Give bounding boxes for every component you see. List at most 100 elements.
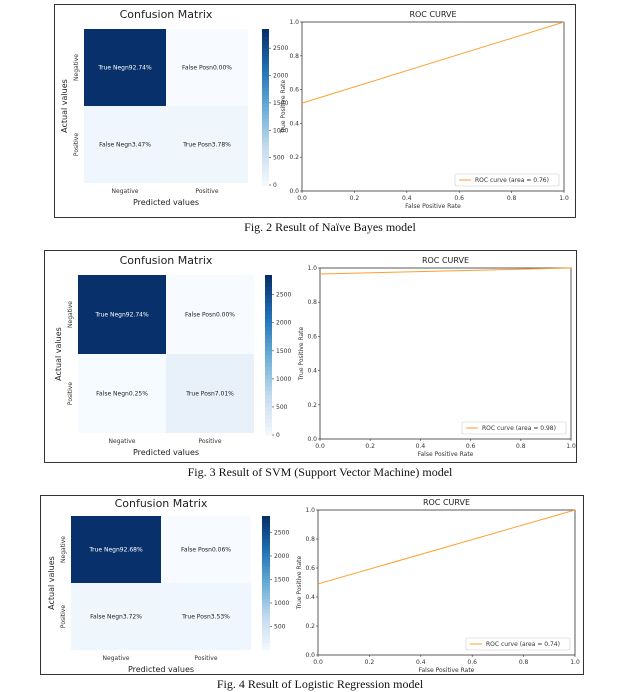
logistic-regression-roc-roc-line — [317, 509, 576, 585]
naive-bayes-confusion-matrix-colorbar-segment — [262, 169, 269, 174]
logistic-regression-roc-x-tick-label: 0.6 — [467, 659, 477, 666]
logistic-regression-roc-x-tick-label: 0.8 — [519, 659, 529, 666]
naive-bayes-confusion-matrix-colorbar-segment — [262, 48, 269, 53]
logistic-regression-confusion-matrix-y-tick-label: Negative — [60, 536, 67, 563]
svm-confusion-matrix-colorbar-segment — [265, 275, 272, 280]
svm-confusion-matrix-colorbar-segment — [265, 399, 272, 404]
naive-bayes-confusion-matrix-colorbar-segment — [262, 118, 269, 124]
logistic-regression-confusion-matrix-colorbar-segment — [262, 619, 270, 624]
logistic-regression-roc-y-tick-label: 0.8 — [305, 536, 315, 543]
naive-bayes-confusion-matrix-colorbar-segment — [262, 122, 269, 128]
logistic-regression-confusion-matrix-colorbar-segment — [262, 526, 270, 530]
naive-bayes-confusion-matrix-cell — [84, 29, 166, 106]
svm-roc-x-tick-label: 0.2 — [365, 443, 375, 450]
naive-bayes-confusion-matrix-colorbar-segment — [262, 87, 269, 92]
svm-confusion-matrix-colorbar-segment — [265, 355, 272, 360]
svm-confusion-matrix-colorbar-segment — [265, 347, 272, 352]
naive-bayes-confusion-matrix-colorbar-tick-label: 0 — [273, 182, 277, 189]
svm-confusion-matrix-colorbar-tick-label: 2000 — [276, 320, 291, 327]
logistic-regression-confusion-matrix-colorbar-segment — [262, 579, 270, 584]
svm-confusion-matrix-colorbar-segment — [265, 279, 272, 284]
logistic-regression-confusion-matrix-colorbar-tick-label: 500 — [274, 623, 286, 630]
naive-bayes-confusion-matrix-colorbar-segment — [262, 56, 269, 61]
svm-confusion-matrix-cell — [78, 275, 166, 354]
naive-bayes-roc-y-tick-label: 0.2 — [289, 154, 299, 161]
logistic-regression-confusion-matrix-colorbar-segment — [262, 593, 270, 597]
svm-confusion-matrix-colorbar-segment — [265, 403, 272, 408]
naive-bayes-confusion-matrix-colorbar-segment — [262, 107, 269, 112]
svm-roc-x-tick-label: 1.0 — [566, 443, 576, 450]
svm-confusion-matrix-colorbar-segment — [265, 335, 272, 340]
logistic-regression-confusion-matrix-colorbar-segment — [262, 519, 270, 524]
naive-bayes-confusion-matrix-colorbar-segment — [262, 83, 269, 89]
logistic-regression-confusion-matrix-colorbar-segment — [262, 629, 270, 634]
naive-bayes-confusion-matrix-cell-label: True Posn3.78% — [182, 142, 231, 149]
svm-roc-y-axis-label: True Positive Rate — [298, 326, 305, 381]
naive-bayes-confusion-matrix-colorbar-segment — [262, 149, 269, 155]
logistic-regression-confusion-matrix-colorbar-segment — [262, 643, 270, 648]
svm-confusion-matrix-colorbar-tick-label: 1000 — [276, 376, 291, 383]
naive-bayes-roc-plot-area — [301, 21, 565, 192]
logistic-regression-confusion-matrix-cell-label: True Posn3.53% — [181, 614, 230, 621]
naive-bayes-roc-legend-label: ROC curve (area = 0.76) — [475, 177, 549, 184]
svm-roc-y-tick-label: 0.2 — [307, 402, 317, 409]
naive-bayes-confusion-matrix-colorbar-segment — [262, 110, 269, 116]
svm-confusion-matrix-colorbar-segment — [265, 375, 272, 380]
logistic-regression-confusion-matrix-colorbar-segment — [262, 639, 270, 644]
naive-bayes-confusion-matrix-colorbar-segment — [262, 52, 269, 57]
logistic-regression-roc-y-tick-label: 0.6 — [305, 565, 315, 572]
logistic-regression-confusion-matrix-colorbar-segment — [262, 623, 270, 628]
svm-confusion-matrix-colorbar-segment — [265, 323, 272, 328]
svm-confusion-matrix-colorbar-segment — [265, 311, 272, 316]
naive-bayes-confusion-matrix-colorbar-segment — [262, 79, 269, 85]
logistic-regression-roc-x-tick-label: 0.2 — [365, 659, 375, 666]
logistic-regression-confusion-matrix-colorbar-segment — [262, 539, 270, 544]
logistic-regression-roc-plot-area — [317, 509, 576, 656]
caption-fig-2: Fig. 2 Result of Naïve Bayes model — [244, 220, 416, 234]
logistic-regression-confusion-matrix-colorbar-segment — [262, 589, 270, 594]
naive-bayes-confusion-matrix-title: Confusion Matrix — [120, 8, 213, 21]
svm-roc-plot-area — [319, 267, 572, 440]
logistic-regression-confusion-matrix-colorbar-tick-label: 1000 — [274, 600, 289, 607]
svm-confusion-matrix-colorbar-segment — [265, 319, 272, 324]
logistic-regression-confusion-matrix-colorbar-segment — [262, 532, 270, 537]
naive-bayes-confusion-matrix-colorbar-segment — [262, 138, 269, 143]
svm-confusion-matrix-colorbar-segment — [265, 303, 272, 308]
naive-bayes-confusion-matrix-colorbar-tick-label: 1000 — [273, 127, 288, 134]
logistic-regression-confusion-matrix-colorbar-segment — [262, 529, 270, 534]
logistic-regression-roc-x-tick-label: 1.0 — [570, 659, 580, 666]
logistic-regression-confusion-matrix-colorbar-segment — [262, 522, 270, 527]
logistic-regression-confusion-matrix-x-tick-label: Negative — [103, 655, 130, 662]
logistic-regression-confusion-matrix-colorbar-segment — [262, 636, 270, 641]
logistic-regression-confusion-matrix-colorbar-segment — [262, 626, 270, 631]
naive-bayes-confusion-matrix-colorbar-segment — [262, 103, 269, 108]
naive-bayes-roc-y-axis-label: True Positive Rate — [280, 79, 287, 134]
naive-bayes-confusion-matrix-y-tick-label: Positive — [73, 133, 80, 156]
naive-bayes-confusion-matrix-y-axis-label: Actual values — [60, 79, 69, 133]
svm-confusion-matrix-title: Confusion Matrix — [120, 254, 213, 267]
logistic-regression-confusion-matrix-cell — [161, 516, 251, 583]
caption-fig-4: Fig. 4 Result of Logistic Regression mod… — [216, 677, 424, 691]
naive-bayes-confusion-matrix-colorbar-segment — [262, 161, 269, 167]
svm-confusion-matrix-colorbar-segment — [265, 419, 272, 424]
svm-confusion-matrix-colorbar-segment — [265, 331, 272, 336]
logistic-regression-confusion-matrix-x-tick-label: Positive — [194, 655, 217, 662]
svm-confusion-matrix-colorbar-segment — [265, 359, 272, 364]
naive-bayes-confusion-matrix-colorbar-segment — [262, 177, 269, 182]
logistic-regression-confusion-matrix-colorbar-segment — [262, 599, 270, 604]
naive-bayes-roc-y-tick-label: 0.6 — [289, 87, 299, 94]
svm-confusion-matrix-colorbar-segment — [265, 351, 272, 356]
logistic-regression-roc-x-tick-label: 0.4 — [416, 659, 426, 666]
naive-bayes-confusion-matrix-cell-label: False Posn0.00% — [182, 65, 232, 72]
svm-roc-x-tick-label: 0.4 — [416, 443, 426, 450]
logistic-regression-confusion-matrix-colorbar-segment — [262, 613, 270, 618]
logistic-regression-confusion-matrix-colorbar-segment — [262, 646, 270, 651]
svm-confusion-matrix-colorbar-segment — [265, 283, 272, 288]
svm-confusion-matrix-colorbar-tick-label: 0 — [276, 432, 280, 439]
svm-confusion-matrix-colorbar-segment — [265, 307, 272, 312]
svm-confusion-matrix-colorbar-segment — [265, 407, 272, 412]
logistic-regression-roc-y-tick-label: 0.4 — [305, 594, 315, 601]
logistic-regression-confusion-matrix-colorbar-tick-label: 1500 — [274, 576, 289, 583]
naive-bayes-roc-x-tick-label: 0.6 — [454, 195, 464, 202]
logistic-regression-confusion-matrix-colorbar-segment — [262, 562, 270, 567]
